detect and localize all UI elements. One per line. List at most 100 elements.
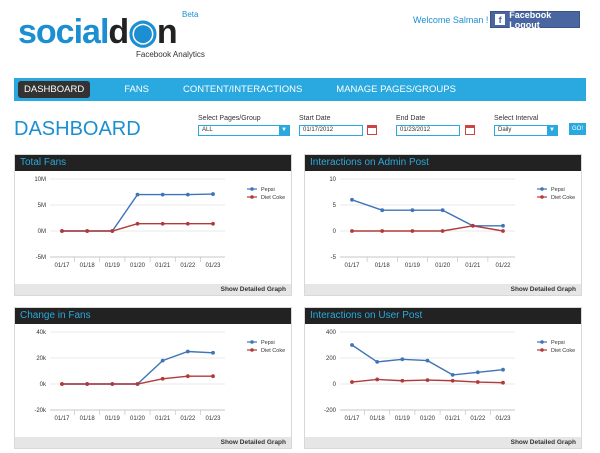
x-tick-label: 01/21: [155, 263, 171, 269]
legend-marker: [540, 340, 544, 344]
data-point: [185, 349, 190, 354]
data-point: [501, 229, 505, 233]
y-tick-label: 0k: [40, 382, 47, 388]
x-tick-label: 01/17: [344, 263, 360, 269]
end-date-input[interactable]: 01/23/2012: [396, 125, 460, 136]
main-nav: DASHBOARD FANS CONTENT/INTERACTIONS MANA…: [14, 78, 586, 101]
data-point: [470, 223, 475, 228]
data-point: [440, 208, 445, 213]
data-point: [450, 373, 455, 377]
chevron-down-icon: ▼: [547, 126, 557, 135]
interval-select[interactable]: Daily ▼: [494, 125, 558, 136]
data-point: [160, 221, 165, 226]
x-tick-label: 01/23: [495, 416, 511, 422]
data-point: [60, 229, 64, 233]
y-tick-label: 5: [333, 203, 337, 209]
calendar-icon[interactable]: [367, 125, 377, 135]
y-tick-label: 400: [326, 330, 337, 336]
x-tick-label: 01/20: [130, 263, 146, 269]
interval-select-value: Daily: [498, 127, 512, 133]
legend-marker: [250, 340, 254, 344]
logo-subtitle: Facebook Analytics: [136, 50, 205, 59]
data-point: [60, 382, 64, 386]
data-point: [475, 370, 480, 375]
change-in-fans-chart: 40k 20k 0k -20k 01/17 01/18 01/19 01/20 01/21 01/…: [34, 330, 285, 422]
y-tick-label: 0M: [38, 229, 46, 235]
end-date-value: 01/23/2012: [400, 127, 431, 133]
panel-title: Interactions on User Post: [305, 308, 581, 324]
x-tick-label: 01/18: [80, 263, 96, 269]
pages-select[interactable]: ALL ▼: [198, 125, 290, 136]
legend-label: Pepsi: [261, 187, 275, 193]
interval-select-label: Select Interval: [494, 115, 539, 122]
data-point: [350, 380, 354, 384]
legend-marker: [540, 348, 544, 352]
data-point: [440, 229, 445, 233]
interactions-admin-post-chart: 10 5 0 -5 01/17 01/18 01/19 01/20 01/21 01/22 Peps…: [329, 177, 575, 269]
legend-marker: [540, 195, 544, 199]
x-tick-label: 01/21: [465, 263, 481, 269]
total-fans-chart: 10M 5M 0M -5M 01/17 01/18 01/19 01/20 01/21 01/22…: [34, 177, 285, 269]
data-point: [185, 374, 190, 379]
y-tick-label: 40k: [36, 330, 47, 336]
show-detailed-graph-link[interactable]: Show Detailed Graph: [15, 284, 291, 295]
x-tick-label: 01/19: [395, 416, 411, 422]
facebook-icon: f: [495, 14, 506, 25]
panel-change-in-fans: Change in Fans 40k 20k 0k -20k 01/17 01/18 01/…: [14, 307, 292, 449]
data-point: [350, 197, 354, 202]
page-title: DASHBOARD: [14, 118, 141, 140]
panel-title: Interactions on Admin Post: [305, 155, 581, 171]
data-point: [380, 208, 385, 213]
x-tick-label: 01/18: [80, 416, 96, 422]
facebook-logout-label: Facebook Logout: [509, 9, 552, 30]
facebook-logout-button[interactable]: f Facebook Logout: [490, 9, 580, 30]
data-point: [375, 360, 380, 364]
start-date-input[interactable]: 01/17/2012: [299, 125, 363, 136]
pages-select-label: Select Pages/Group: [198, 115, 261, 122]
y-tick-label: 10: [329, 177, 336, 183]
show-detailed-graph-link[interactable]: Show Detailed Graph: [305, 284, 581, 295]
x-tick-label: 01/19: [405, 263, 421, 269]
legend-label: Diet Coke: [261, 348, 285, 354]
data-point: [211, 192, 215, 196]
nav-item-manage-pages-groups[interactable]: MANAGE PAGES/GROUPS: [336, 84, 456, 95]
data-point: [135, 382, 140, 386]
data-point: [400, 357, 405, 362]
show-detailed-graph-link[interactable]: Show Detailed Graph: [15, 437, 291, 448]
y-tick-label: -200: [324, 408, 337, 414]
x-tick-label: 01/19: [105, 263, 121, 269]
series-line-pepsi: [351, 199, 503, 227]
logo[interactable]: sociald◉n Beta Facebook Analytics: [18, 6, 208, 66]
y-tick-label: 200: [326, 356, 337, 362]
end-date-label: End Date: [396, 115, 426, 122]
x-tick-label: 01/23: [205, 263, 221, 269]
data-point: [425, 358, 430, 363]
y-tick-label: 10M: [34, 177, 46, 183]
legend-marker: [250, 348, 254, 352]
series-line-diet-coke: [352, 225, 504, 232]
nav-item-fans[interactable]: FANS: [124, 84, 149, 95]
data-point: [350, 229, 354, 233]
go-button[interactable]: GO!: [569, 123, 586, 135]
data-point: [185, 192, 190, 197]
data-point: [160, 192, 165, 197]
legend-label: Diet Coke: [551, 195, 575, 201]
data-point: [475, 380, 480, 384]
legend-label: Diet Coke: [261, 195, 285, 201]
y-tick-label: 0: [333, 229, 337, 235]
data-point: [85, 229, 90, 233]
x-tick-label: 01/20: [420, 416, 436, 422]
logo-wordmark: sociald◉n: [18, 13, 178, 51]
nav-item-content-interactions[interactable]: CONTENT/INTERACTIONS: [183, 84, 303, 95]
data-point: [375, 377, 380, 382]
nav-item-dashboard[interactable]: DASHBOARD: [18, 81, 91, 98]
panel-title: Total Fans: [15, 155, 291, 171]
legend-marker: [250, 187, 254, 191]
y-tick-label: 20k: [36, 356, 47, 362]
x-tick-label: 01/21: [155, 416, 171, 422]
show-detailed-graph-link[interactable]: Show Detailed Graph: [305, 437, 581, 448]
x-tick-label: 01/20: [130, 416, 146, 422]
calendar-icon[interactable]: [465, 125, 475, 135]
y-tick-label: -5M: [36, 255, 46, 261]
